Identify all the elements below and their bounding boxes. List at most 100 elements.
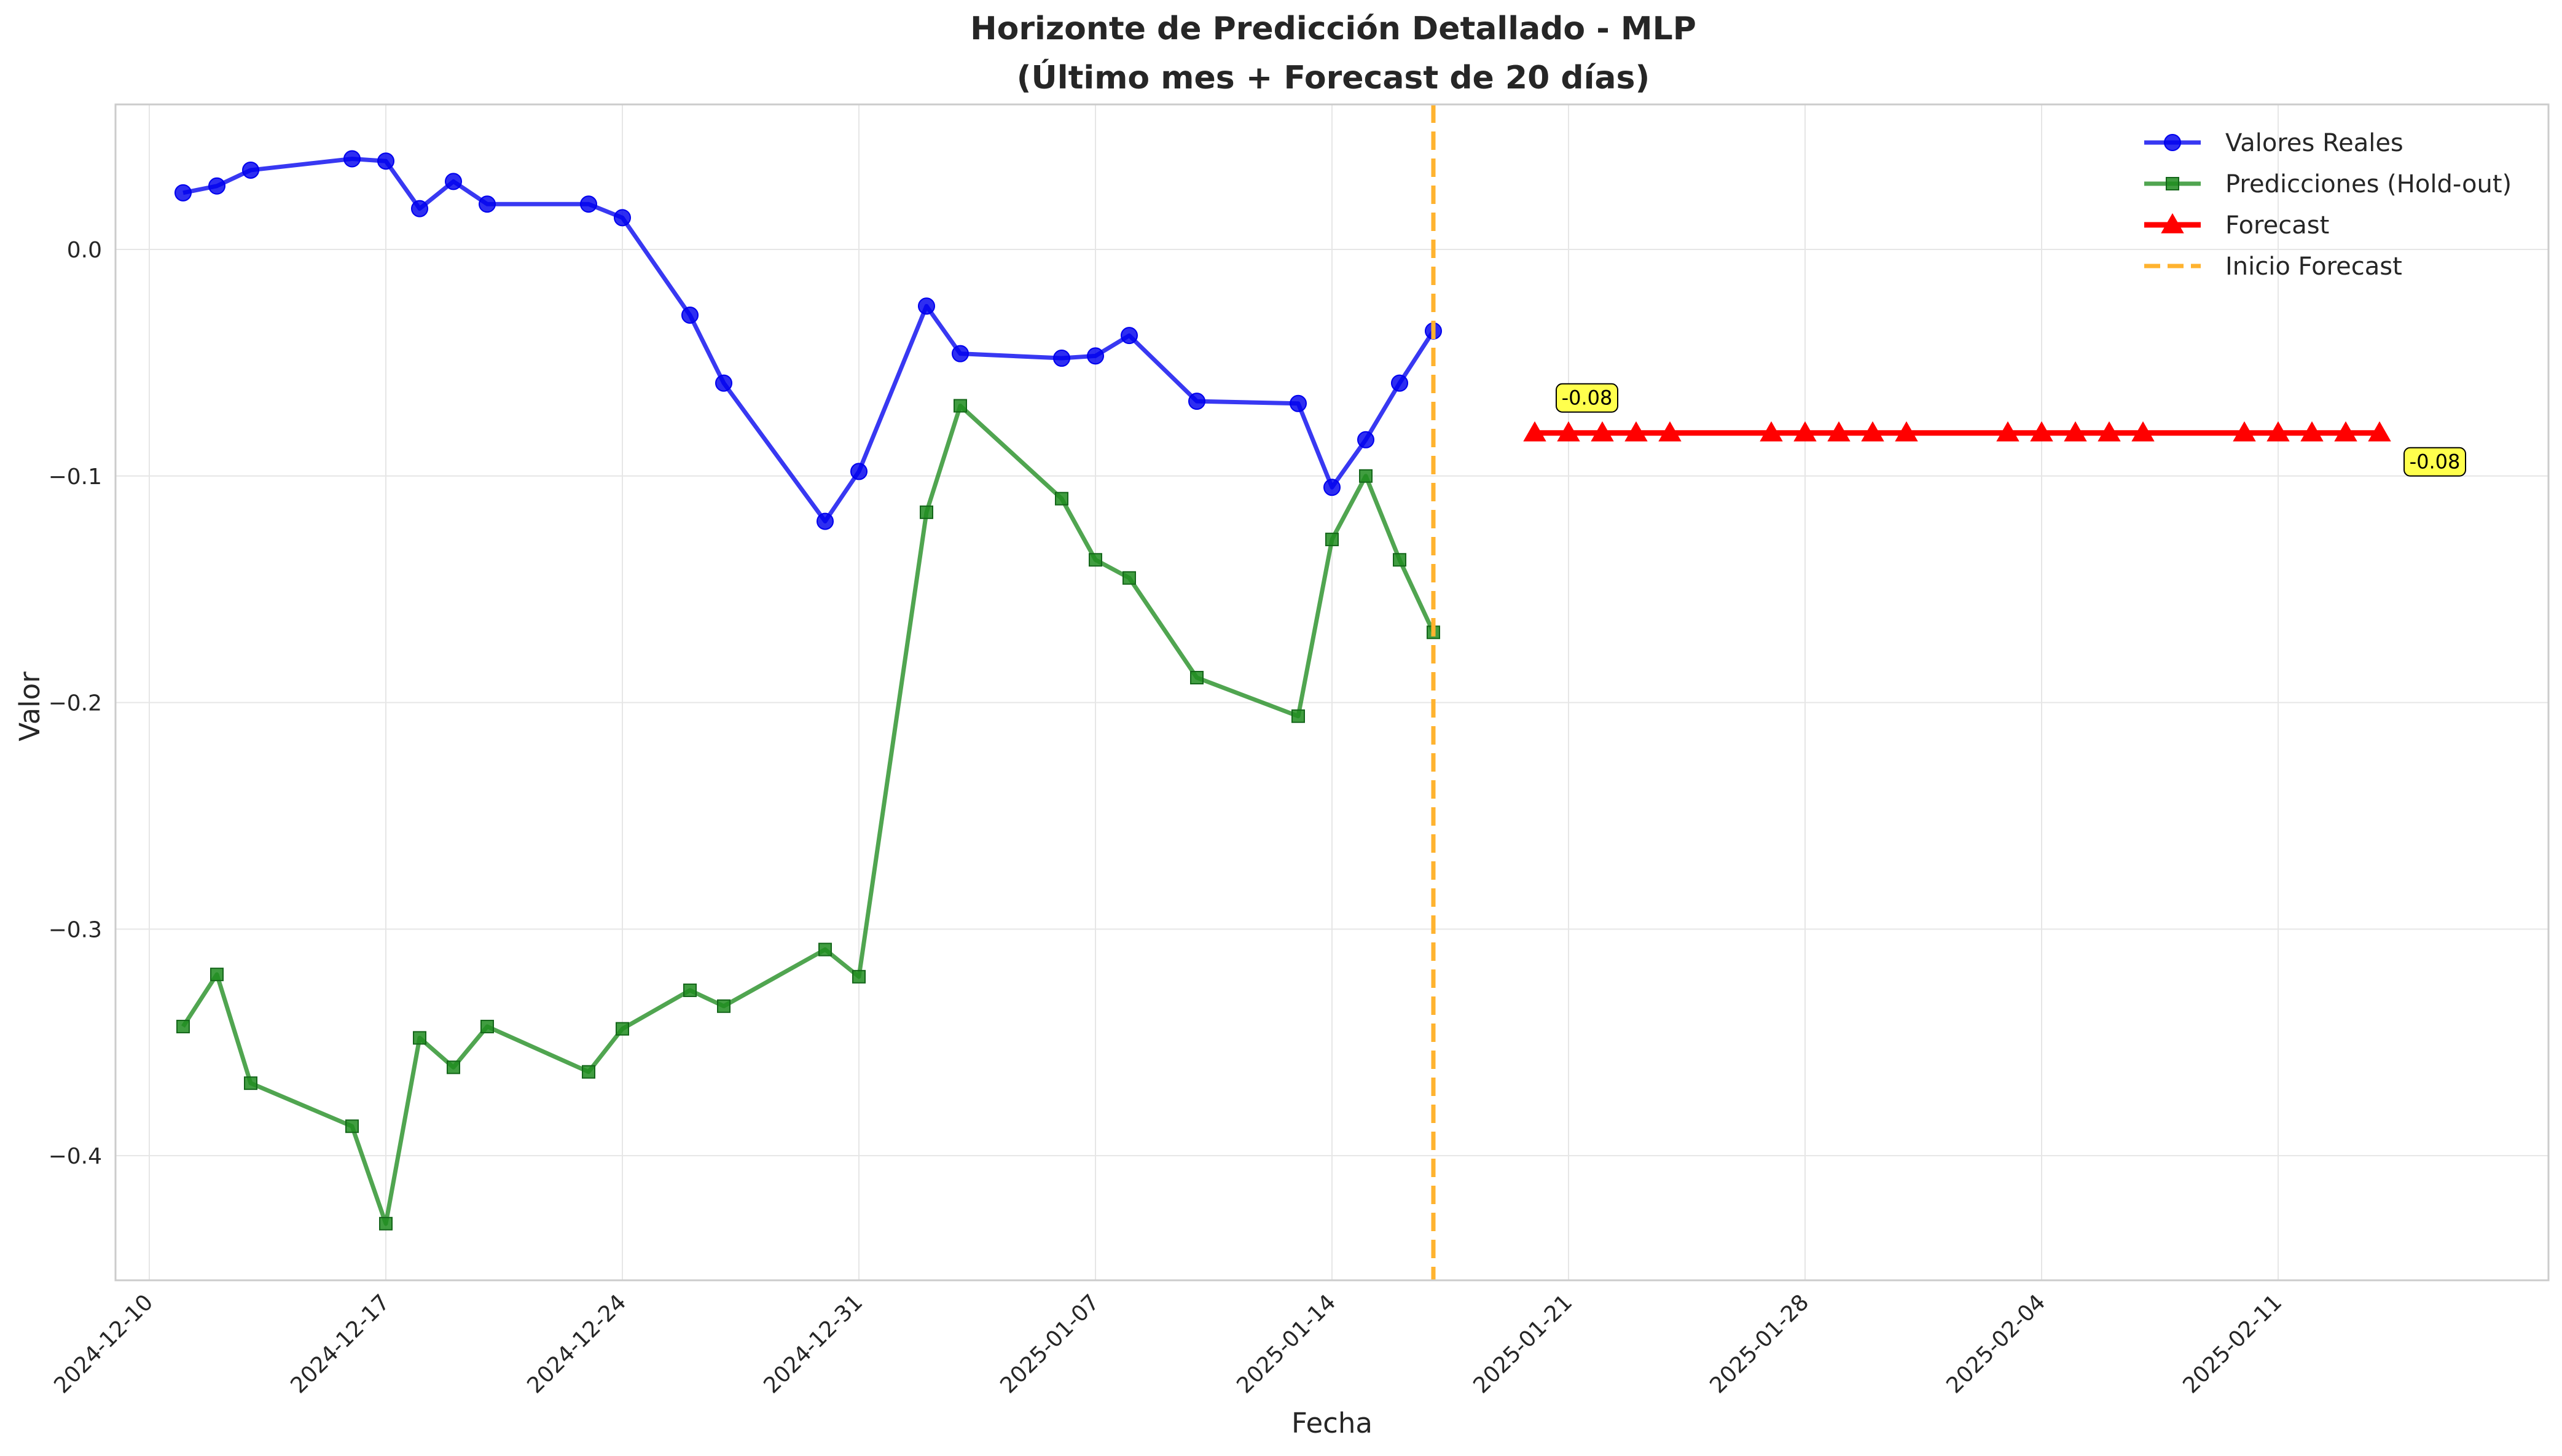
data-point-predicciones-hold-out xyxy=(616,1022,629,1036)
data-point-predicciones-hold-out xyxy=(1190,671,1204,685)
series-layer xyxy=(174,104,2391,1280)
data-point-valores-reales xyxy=(1290,394,1307,412)
data-point-valores-reales xyxy=(1087,347,1104,365)
x-tick-label: 2024-12-10 xyxy=(49,1290,158,1398)
data-point-forecast xyxy=(2098,421,2121,442)
data-point-forecast xyxy=(1760,421,1783,442)
data-point-valores-reales xyxy=(817,512,834,530)
data-point-predicciones-hold-out xyxy=(920,505,933,519)
annotation-label: -0.08 xyxy=(1562,386,1613,410)
series-forecast xyxy=(1523,421,2391,442)
data-point-predicciones-hold-out xyxy=(852,969,866,984)
data-point-predicciones-hold-out xyxy=(244,1076,257,1090)
data-point-predicciones-hold-out xyxy=(1122,571,1136,585)
data-point-valores-reales xyxy=(1323,479,1341,496)
legend-label: Inicio Forecast xyxy=(2225,252,2402,281)
data-point-valores-reales xyxy=(174,184,192,202)
x-tick-label: 2025-01-28 xyxy=(1705,1290,1814,1398)
data-point-predicciones-hold-out xyxy=(818,942,832,957)
data-point-forecast xyxy=(2131,421,2155,442)
data-point-predicciones-hold-out xyxy=(1393,553,1406,567)
data-point-predicciones-hold-out xyxy=(954,399,967,413)
plot-frame xyxy=(114,103,2550,1282)
data-point-predicciones-hold-out xyxy=(717,999,731,1013)
data-point-valores-reales xyxy=(1053,350,1070,367)
legend: Valores Reales Predicciones (Hold-out) For… xyxy=(2144,129,2512,281)
legend-swatch-marker xyxy=(2161,213,2184,233)
data-point-forecast xyxy=(1523,421,1546,442)
data-point-forecast xyxy=(2266,421,2290,442)
data-point-valores-reales xyxy=(411,200,428,217)
data-point-valores-reales xyxy=(1188,393,1205,410)
data-point-predicciones-hold-out xyxy=(210,968,224,982)
data-point-forecast xyxy=(1793,421,1817,442)
data-point-forecast xyxy=(2334,421,2357,442)
chart-title: Horizonte de Predicción Detallado - MLP xyxy=(970,10,1696,47)
legend-label: Forecast xyxy=(2225,211,2329,240)
data-point-predicciones-hold-out xyxy=(345,1119,359,1133)
data-point-predicciones-hold-out xyxy=(379,1216,393,1231)
legend-item: Inicio Forecast xyxy=(2144,252,2402,281)
data-point-predicciones-hold-out xyxy=(447,1060,460,1074)
chart-subtitle: (Último mes + Forecast de 20 días) xyxy=(1017,58,1650,96)
data-point-forecast xyxy=(1658,421,1682,442)
annotation-label: -0.08 xyxy=(2410,450,2461,474)
legend-swatch-marker xyxy=(2166,177,2179,190)
annotation-box: -0.08 xyxy=(2403,447,2466,477)
data-point-valores-reales xyxy=(377,152,394,170)
x-tick-label: 2025-01-07 xyxy=(995,1290,1104,1398)
y-tick-label: −0.4 xyxy=(49,1144,102,1169)
y-axis-ticks: 0.0 −0.1 −0.2 −0.3 −0.4 xyxy=(49,238,102,1169)
series-predicciones-hold-out xyxy=(176,399,1440,1231)
data-point-valores-reales xyxy=(343,150,361,168)
data-point-valores-reales xyxy=(1391,374,1408,392)
data-point-forecast xyxy=(1861,421,1884,442)
x-tick-label: 2024-12-17 xyxy=(286,1290,394,1398)
data-point-valores-reales xyxy=(918,297,935,315)
legend-item: Forecast xyxy=(2144,211,2329,240)
data-point-forecast xyxy=(2030,421,2053,442)
data-point-valores-reales xyxy=(952,345,969,362)
data-point-valores-reales xyxy=(1121,327,1138,345)
data-point-forecast xyxy=(1895,421,1918,442)
data-point-forecast xyxy=(1624,421,1648,442)
data-point-predicciones-hold-out xyxy=(1055,491,1068,506)
data-point-predicciones-hold-out xyxy=(1359,469,1373,483)
data-point-forecast xyxy=(2233,421,2256,442)
data-point-forecast xyxy=(2368,421,2391,442)
annotation-background xyxy=(1556,383,1618,413)
x-axis-label: Fecha xyxy=(1291,1407,1373,1439)
data-point-forecast xyxy=(2064,421,2087,442)
legend-label: Valores Reales xyxy=(2225,129,2403,157)
y-tick-label: 0.0 xyxy=(67,238,102,263)
data-point-valores-reales xyxy=(614,209,631,227)
data-point-predicciones-hold-out xyxy=(1325,533,1339,547)
legend-swatch-marker xyxy=(2164,134,2181,151)
x-tick-label: 2025-01-14 xyxy=(1232,1290,1341,1398)
x-tick-label: 2024-12-24 xyxy=(522,1290,631,1398)
grid xyxy=(116,104,2548,1280)
y-tick-label: −0.1 xyxy=(49,464,102,490)
y-axis-label: Valor xyxy=(14,671,46,742)
data-point-forecast xyxy=(1996,421,2019,442)
data-point-predicciones-hold-out xyxy=(1291,709,1305,723)
legend-item: Valores Reales xyxy=(2144,129,2403,157)
legend-label: Predicciones (Hold-out) xyxy=(2225,170,2512,198)
series-valores-reales xyxy=(174,150,1442,530)
data-point-valores-reales xyxy=(445,173,462,190)
data-point-valores-reales xyxy=(715,374,732,392)
data-point-valores-reales xyxy=(479,195,496,213)
x-tick-label: 2025-01-21 xyxy=(1468,1290,1577,1398)
y-tick-label: −0.2 xyxy=(49,691,102,716)
data-point-valores-reales xyxy=(681,306,699,324)
data-point-predicciones-hold-out xyxy=(683,983,697,997)
data-point-predicciones-hold-out xyxy=(1089,553,1102,567)
data-point-predicciones-hold-out xyxy=(582,1065,595,1079)
data-point-forecast xyxy=(1827,421,1851,442)
annotation-box: -0.08 xyxy=(1556,383,1618,413)
x-tick-label: 2025-02-04 xyxy=(1941,1290,2050,1398)
data-point-valores-reales xyxy=(1357,431,1374,448)
annotation-layer: -0.08 -0.08 xyxy=(1556,383,2466,477)
data-point-predicciones-hold-out xyxy=(480,1019,494,1033)
